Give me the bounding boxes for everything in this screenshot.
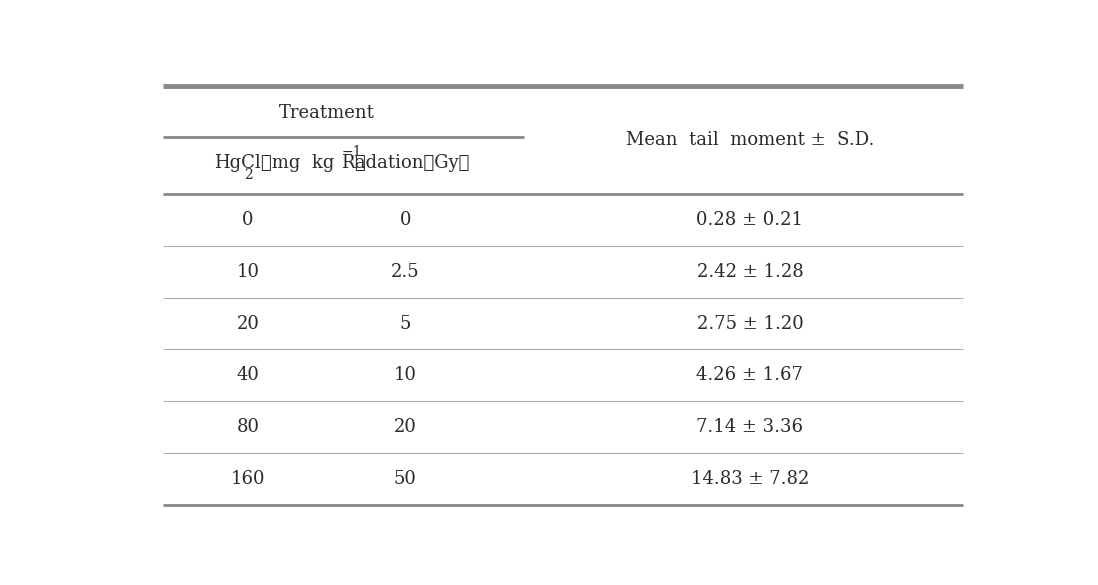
Text: Mean  tail  moment ±  S.D.: Mean tail moment ± S.D. <box>626 131 874 149</box>
Text: −1: −1 <box>341 145 362 159</box>
Text: 10: 10 <box>394 366 417 384</box>
Text: 7.14 ± 3.36: 7.14 ± 3.36 <box>696 418 804 436</box>
Text: 2.75 ± 1.20: 2.75 ± 1.20 <box>696 315 804 333</box>
Text: 2.42 ± 1.28: 2.42 ± 1.28 <box>696 263 804 281</box>
Text: 40: 40 <box>236 366 259 384</box>
Text: 0.28 ± 0.21: 0.28 ± 0.21 <box>696 211 804 229</box>
Text: 160: 160 <box>231 470 265 488</box>
Text: HgCl: HgCl <box>214 154 260 173</box>
Text: （mg  kg: （mg kg <box>260 154 334 173</box>
Text: Radation（Gy）: Radation（Gy） <box>341 154 470 173</box>
Text: 0: 0 <box>243 211 254 229</box>
Text: Treatment: Treatment <box>279 104 374 122</box>
Text: ）: ） <box>355 154 365 173</box>
Text: 0: 0 <box>400 211 411 229</box>
Text: 5: 5 <box>400 315 411 333</box>
Text: 20: 20 <box>394 418 417 436</box>
Text: 2.5: 2.5 <box>391 263 419 281</box>
Text: 50: 50 <box>394 470 417 488</box>
Text: 4.26 ± 1.67: 4.26 ± 1.67 <box>696 366 804 384</box>
Text: 80: 80 <box>236 418 259 436</box>
Text: 20: 20 <box>236 315 259 333</box>
Text: 10: 10 <box>236 263 259 281</box>
Text: 2: 2 <box>245 168 254 182</box>
Text: 14.83 ± 7.82: 14.83 ± 7.82 <box>691 470 809 488</box>
